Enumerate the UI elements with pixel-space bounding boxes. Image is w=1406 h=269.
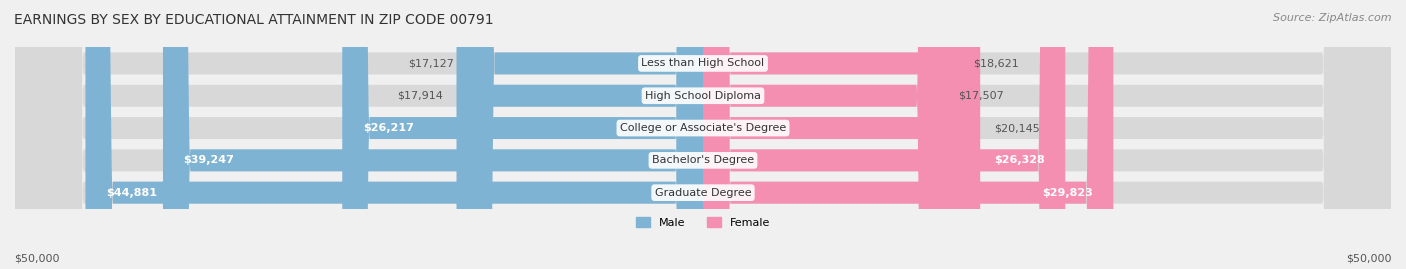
Legend: Male, Female: Male, Female: [631, 213, 775, 232]
Text: $44,881: $44,881: [105, 188, 157, 198]
Text: College or Associate's Degree: College or Associate's Degree: [620, 123, 786, 133]
Text: $17,914: $17,914: [396, 91, 443, 101]
Text: $26,217: $26,217: [363, 123, 413, 133]
FancyBboxPatch shape: [703, 0, 1066, 269]
FancyBboxPatch shape: [15, 0, 1391, 269]
Text: $17,127: $17,127: [408, 58, 454, 68]
Text: $26,328: $26,328: [994, 155, 1045, 165]
Text: Source: ZipAtlas.com: Source: ZipAtlas.com: [1274, 13, 1392, 23]
FancyBboxPatch shape: [467, 0, 703, 269]
FancyBboxPatch shape: [342, 0, 703, 269]
Text: EARNINGS BY SEX BY EDUCATIONAL ATTAINMENT IN ZIP CODE 00791: EARNINGS BY SEX BY EDUCATIONAL ATTAINMEN…: [14, 13, 494, 27]
FancyBboxPatch shape: [15, 0, 1391, 269]
Text: $50,000: $50,000: [14, 254, 59, 264]
Text: Bachelor's Degree: Bachelor's Degree: [652, 155, 754, 165]
Text: $20,145: $20,145: [994, 123, 1039, 133]
FancyBboxPatch shape: [163, 0, 703, 269]
Text: $50,000: $50,000: [1347, 254, 1392, 264]
FancyBboxPatch shape: [15, 0, 1391, 269]
FancyBboxPatch shape: [86, 0, 703, 269]
Text: $18,621: $18,621: [973, 58, 1019, 68]
Text: $39,247: $39,247: [184, 155, 235, 165]
FancyBboxPatch shape: [15, 0, 1391, 269]
FancyBboxPatch shape: [703, 0, 943, 269]
Text: $17,507: $17,507: [957, 91, 1004, 101]
Text: Graduate Degree: Graduate Degree: [655, 188, 751, 198]
Text: Less than High School: Less than High School: [641, 58, 765, 68]
FancyBboxPatch shape: [457, 0, 703, 269]
Text: High School Diploma: High School Diploma: [645, 91, 761, 101]
FancyBboxPatch shape: [15, 0, 1391, 269]
FancyBboxPatch shape: [703, 0, 959, 269]
FancyBboxPatch shape: [703, 0, 1114, 269]
Text: $29,823: $29,823: [1042, 188, 1092, 198]
FancyBboxPatch shape: [703, 0, 980, 269]
